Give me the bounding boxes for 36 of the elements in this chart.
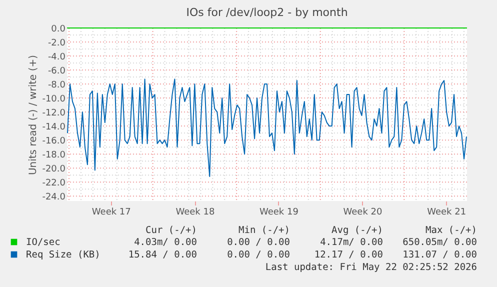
y-tick-label: -8.0: [48, 80, 66, 91]
text: Min (-/+): [238, 225, 290, 236]
text: 15.84 / 0.00: [128, 250, 198, 260]
legend-label: IO/sec: [26, 237, 60, 248]
text: Cur (-/+): [146, 225, 197, 236]
text: 4.03m/ 0.00: [134, 237, 198, 248]
x-tick-label: Week 20: [343, 208, 383, 218]
text: 4.17m/ 0.00: [320, 237, 384, 248]
x-tick-label: Week 21: [427, 208, 466, 218]
y-tick-label: -18.0: [42, 150, 66, 161]
text: Last update: Fri May 22 02:25:52 2026: [265, 262, 478, 273]
x-tick-label: Week 17: [92, 208, 131, 218]
text: 0.00 / 0.00: [227, 237, 290, 248]
line-series: [67, 78, 467, 177]
y-tick-label: -14.0: [42, 122, 66, 133]
x-tick-label: Week 19: [259, 208, 299, 218]
y-tick-label: -20.0: [42, 164, 66, 175]
text: 650.05m/ 0.00: [402, 237, 478, 248]
y-axis-title: Units read (-) / write (+): [28, 54, 40, 176]
y-tick-label: -6.0: [48, 66, 66, 77]
y-tick-label: -16.0: [42, 136, 66, 147]
text: 131.07 / 0.00: [402, 250, 478, 260]
text: Avg (-/+): [332, 225, 383, 236]
y-tick-label: -22.0: [42, 178, 66, 189]
legend-label: Req Size (KB): [26, 250, 100, 260]
x-tick-label: Week 18: [176, 208, 215, 218]
text: 12.17 / 0.00: [314, 250, 384, 260]
y-tick-label: -10.0: [42, 94, 66, 105]
text: Max (-/+): [426, 225, 477, 236]
y-tick-label: 0.0: [51, 24, 66, 34]
y-tick-label: -12.0: [42, 108, 66, 119]
y-tick-label: -2.0: [48, 38, 66, 49]
y-tick-label: -4.0: [48, 52, 66, 63]
text: 0.00 / 0.00: [227, 250, 290, 260]
chart-title: IOs for /dev/loop2 - by month: [186, 6, 348, 19]
y-tick-label: -24.0: [42, 192, 66, 203]
